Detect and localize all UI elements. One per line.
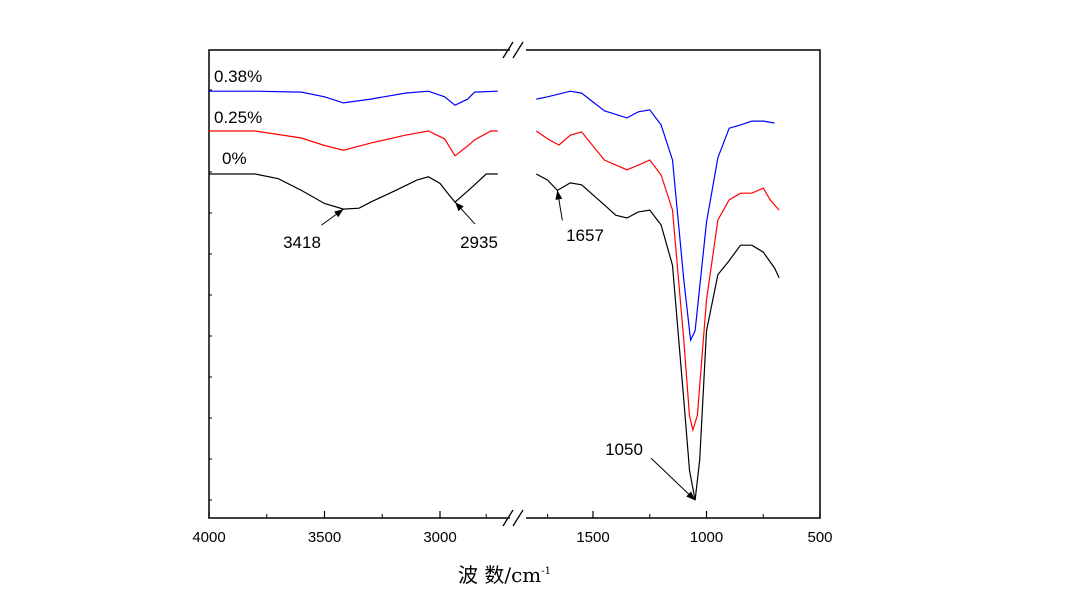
series-label: 0.38% [214,67,262,86]
peak-label: 1050 [605,440,643,459]
series-line-038 [536,90,775,343]
x-axis-label-text: 波 数/cm [458,563,541,587]
x-tick-label: 4000 [192,529,225,546]
series-line-038 [209,90,498,106]
x-tick-label: 3500 [308,529,341,546]
peak-label: 1657 [566,226,604,245]
annotation-arrow-line [650,457,696,501]
x-axis-label: 波 数/cm-1 [458,563,551,587]
peak-label: 2935 [460,233,498,252]
x-tick-label: 500 [807,529,832,546]
annotation-arrowhead-icon [334,209,344,218]
series-label: 0% [222,149,247,168]
axis-break-mark [512,509,524,527]
x-tick-label: 3000 [423,529,456,546]
axis-break-mark [512,41,524,59]
x-axis-label-superscript: -1 [541,566,551,577]
annotation-arrowhead-icon [455,202,464,212]
x-tick-label: 1500 [576,529,609,546]
axis-break-mark [502,41,514,59]
axis-break-mark [502,509,514,527]
series-label: 0.25% [214,108,262,127]
series-line-0 [536,173,780,501]
annotation-arrowhead-icon [555,190,563,200]
peak-label: 3418 [283,233,321,252]
plot-frame [208,49,821,519]
annotation-arrowhead-icon [686,491,696,501]
series-line-0 [209,173,498,210]
series-line-025 [209,130,498,157]
x-tick-label: 1000 [690,529,723,546]
series-line-025 [535,130,780,433]
